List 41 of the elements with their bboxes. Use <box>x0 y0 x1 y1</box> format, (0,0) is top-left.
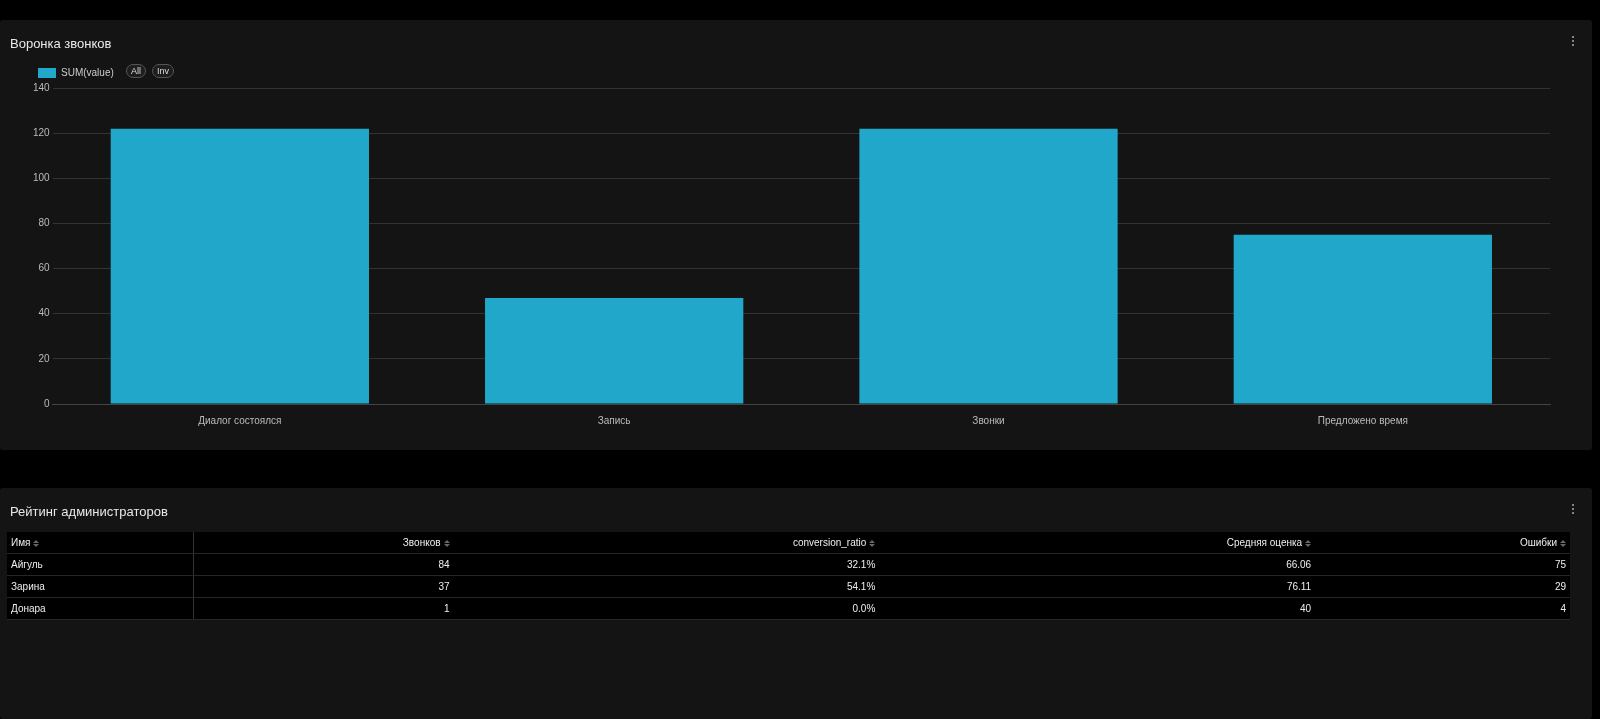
text: All <box>126 64 147 78</box>
bar <box>485 297 744 404</box>
y-tick-label: 0 <box>44 397 51 409</box>
series-label: conversion_ratio <box>453 532 880 554</box>
category-label: Донара <box>7 597 194 620</box>
data-label: 1 <box>193 597 454 620</box>
x-tick-label: Предложено время <box>1317 414 1408 426</box>
text: Рейтинг администраторов <box>10 504 168 519</box>
y-tick-label: 140 <box>33 81 51 93</box>
series-label: Средняя оценка <box>879 532 1316 554</box>
bar <box>859 128 1118 404</box>
data-label: 29 <box>1315 575 1570 598</box>
legend-label: SUM(value) <box>61 66 114 78</box>
category-label: Зарина <box>7 575 194 598</box>
series-label: Ошибки <box>1315 532 1570 554</box>
data-label: 84 <box>193 553 454 576</box>
data-label: 66.06 <box>879 553 1316 576</box>
data-label: 32.1% <box>453 553 880 576</box>
y-tick-label: 20 <box>38 352 51 364</box>
x-tick-label: Запись <box>597 414 631 426</box>
y-tick-label: 80 <box>38 217 51 229</box>
data-label: 37 <box>193 575 454 598</box>
y-tick-label: 100 <box>33 172 51 184</box>
data-label: 54.1% <box>453 575 880 598</box>
y-tick-label: 120 <box>33 126 51 138</box>
data-label: 76.11 <box>879 575 1316 598</box>
y-tick-label: 40 <box>38 307 51 319</box>
data-label: 75 <box>1315 553 1570 576</box>
x-tick-label: Диалог состоялся <box>198 414 282 426</box>
data-label: 0.0% <box>453 597 880 620</box>
text: Имя <box>7 532 194 554</box>
series-label: Звонков <box>193 532 454 554</box>
y-tick-label: 60 <box>38 262 51 274</box>
bar <box>1233 234 1492 404</box>
x-tick-label: Звонки <box>972 414 1005 426</box>
text: Inv <box>152 64 175 78</box>
chart-title: Воронка звонков <box>10 36 112 51</box>
data-label: 4 <box>1315 597 1570 620</box>
category-label: Айгуль <box>7 553 194 576</box>
data-label: 40 <box>879 597 1316 620</box>
bar <box>110 128 369 404</box>
